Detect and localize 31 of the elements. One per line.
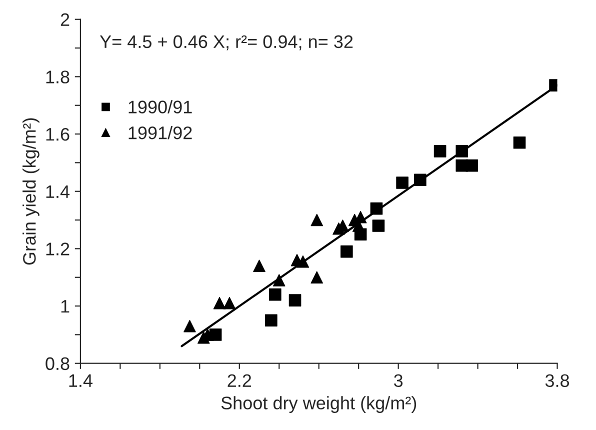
x-tick-label: 1.4: [69, 374, 92, 387]
y-tick-label: 0.8: [46, 357, 70, 370]
y-tick-label: 1.4: [46, 185, 70, 198]
legend-label: 1990/91: [128, 100, 192, 114]
x-tick-label: 3: [394, 374, 403, 388]
point: [213, 296, 226, 310]
y-tick-label: 1.2: [46, 242, 70, 256]
point: [223, 296, 236, 310]
point: [268, 288, 282, 301]
point: [513, 136, 526, 149]
point: [396, 176, 408, 189]
y-tick-label: 1: [61, 300, 70, 313]
point: [184, 320, 196, 332]
x-tick-label: 2.2: [228, 374, 252, 387]
point: [340, 245, 353, 258]
legend-label: 1991/92: [128, 126, 192, 140]
point: [372, 220, 385, 232]
y-tick-label: 1.6: [46, 128, 70, 141]
point: [434, 145, 446, 158]
annotation: Y= 4.5 + 0.46 X; r²= 0.94; n= 32: [100, 35, 353, 50]
point: [466, 159, 478, 172]
point: [288, 294, 302, 306]
point: [265, 314, 278, 327]
x-tick-label: 3.8: [545, 374, 570, 388]
y-tick-label: 1.8: [46, 70, 70, 84]
point: [253, 260, 266, 272]
point: [310, 214, 324, 226]
y-axis-title: Grain yield (kg/m²): [22, 118, 40, 265]
x-axis-title: Shoot dry weight (kg/m²): [221, 396, 416, 413]
y-tick-label: 2: [60, 13, 70, 26]
point: [310, 271, 324, 284]
